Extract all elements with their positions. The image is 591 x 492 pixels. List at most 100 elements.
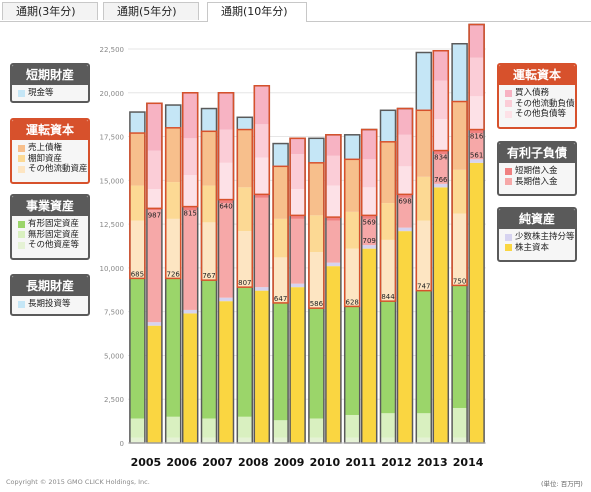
- liability-bar-segment: [469, 162, 485, 444]
- liability-bar-segment: [182, 313, 198, 443]
- liability-bar-segment: [290, 218, 306, 284]
- liability-bar-segment: [397, 134, 413, 167]
- liability-bar-segment: [325, 155, 341, 186]
- asset-bar-segment: [129, 133, 145, 186]
- asset-data-label: 647: [274, 295, 287, 303]
- legend-label: 買入債務: [515, 88, 550, 98]
- asset-bar-segment: [308, 138, 324, 163]
- liability-working-capital-outline: [360, 128, 378, 217]
- asset-bar-segment: [380, 239, 396, 302]
- x-tick-label: 2007: [202, 456, 233, 469]
- liability-bar-segment: [182, 175, 198, 207]
- asset-bar-segment: [416, 220, 432, 291]
- y-tick-label: 15,000: [100, 177, 125, 185]
- asset-bar-segment: [308, 162, 324, 216]
- asset-data-label: 747: [417, 283, 430, 291]
- liability-bar-segment: [218, 92, 234, 130]
- liability-working-capital-outline: [253, 85, 271, 196]
- asset-bar-segment: [273, 437, 289, 443]
- legend-swatch: [505, 178, 512, 186]
- liability-data-label: 709: [363, 237, 376, 245]
- tab-10-years[interactable]: 通期(10年分): [207, 2, 307, 22]
- legend-label: 売上債権: [28, 143, 63, 153]
- asset-bar-segment: [344, 159, 360, 212]
- asset-bar-segment: [452, 101, 468, 170]
- asset-bar-segment: [273, 257, 289, 303]
- liability-bar-segment: [325, 262, 341, 267]
- y-tick-label: 7,500: [104, 309, 124, 317]
- asset-bar-segment: [416, 52, 432, 111]
- asset-bar-segment: [344, 437, 360, 443]
- legend-short-term-assets: 短期財産 現金等: [10, 63, 90, 103]
- legend-label: 無形固定資産: [28, 229, 80, 240]
- asset-bar-segment: [165, 437, 181, 443]
- liability-bar-segment: [254, 287, 270, 291]
- legend-title: 長期財産: [12, 276, 88, 296]
- liability-bar-segment: [325, 217, 341, 221]
- liability-working-capital-outline: [289, 137, 306, 217]
- liability-data-label: 834: [434, 154, 448, 162]
- y-tick-label: 12,500: [100, 221, 125, 229]
- liability-data-label: 815: [184, 210, 197, 218]
- legend-item: 短期借入金: [505, 166, 571, 177]
- asset-bar-segment: [308, 418, 324, 438]
- asset-bar-segment: [237, 287, 253, 417]
- asset-data-label: 767: [202, 272, 215, 280]
- liability-bar-segment: [254, 124, 270, 158]
- legend-swatch: [18, 155, 25, 163]
- asset-bar-segment: [452, 213, 468, 286]
- legend-swatch: [505, 233, 512, 241]
- tab-3-years[interactable]: 通期(3年分): [2, 2, 98, 20]
- liability-data-label: 816: [470, 133, 484, 141]
- asset-bar-segment: [129, 437, 145, 443]
- legend-swatch: [505, 244, 512, 252]
- legend-item: 現金等: [18, 88, 84, 99]
- asset-bar-segment: [416, 413, 432, 438]
- asset-data-label: 750: [453, 277, 466, 285]
- x-tick-label: 2009: [274, 456, 305, 469]
- asset-working-capital-outline: [272, 165, 289, 304]
- x-tick-label: 2006: [166, 456, 197, 469]
- liability-bar-segment: [397, 231, 413, 443]
- liability-bar-segment: [325, 134, 341, 156]
- asset-bar-segment: [416, 290, 432, 414]
- liability-bar-segment: [254, 194, 270, 198]
- asset-bar-segment: [165, 105, 181, 128]
- liability-bar-segment: [361, 129, 377, 160]
- liability-bar-segment: [146, 322, 162, 326]
- liability-bar-segment: [433, 50, 449, 81]
- asset-bar-segment: [452, 169, 468, 214]
- liability-bar-segment: [218, 199, 234, 204]
- asset-data-label: 685: [131, 270, 144, 278]
- asset-working-capital-outline: [200, 130, 218, 281]
- liability-bar-segment: [397, 197, 413, 228]
- legend-item: その他流動資産: [18, 164, 88, 175]
- y-tick-label: 0: [120, 440, 124, 448]
- legend-swatch: [18, 300, 25, 308]
- liability-bar-segment: [146, 210, 162, 323]
- asset-working-capital-outline: [415, 109, 433, 292]
- asset-bar-segment: [308, 215, 324, 253]
- legend-item: 無形固定資産: [18, 230, 84, 241]
- asset-bar-segment: [273, 218, 289, 258]
- asset-bar-segment: [308, 437, 324, 443]
- asset-bar-segment: [201, 418, 217, 438]
- liability-working-capital-outline: [468, 23, 485, 131]
- x-tick-label: 2013: [417, 456, 448, 469]
- liability-bar-segment: [469, 24, 485, 58]
- asset-bar-segment: [452, 437, 468, 443]
- legend-swatch: [18, 89, 25, 97]
- asset-bar-segment: [237, 117, 253, 130]
- liability-bar-segment: [433, 119, 449, 151]
- liability-bar-segment: [290, 189, 306, 216]
- legend-item: 長期借入金: [505, 177, 571, 188]
- asset-bar-segment: [165, 127, 181, 183]
- liability-bar-segment: [290, 215, 306, 219]
- liability-bar-segment: [325, 266, 341, 443]
- asset-bar-segment: [165, 182, 181, 219]
- legend-swatch: [18, 220, 25, 228]
- liability-bar-segment: [146, 189, 162, 209]
- tab-5-years[interactable]: 通期(5年分): [103, 2, 199, 20]
- asset-bar-segment: [129, 112, 145, 134]
- asset-bar-segment: [129, 418, 145, 438]
